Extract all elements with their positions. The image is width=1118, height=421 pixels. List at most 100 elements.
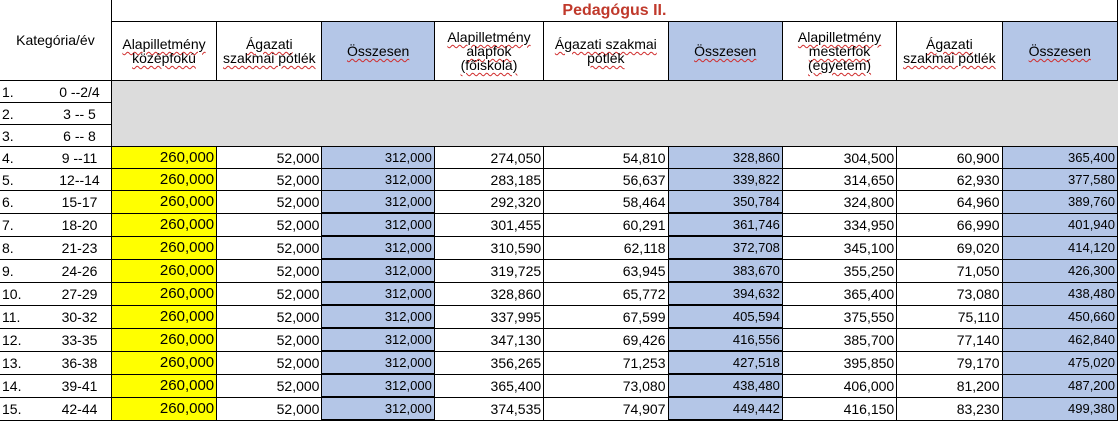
cell-alapilletmeny-mesterfok: 304,500 bbox=[781, 146, 898, 169]
cell-osszesen-1: 312,000 bbox=[321, 396, 435, 421]
cell-szakmai-potlek-2: 62,118 bbox=[543, 235, 669, 260]
cell-osszesen-1: 312,000 bbox=[321, 212, 435, 237]
cell-alapilletmeny-mesterfok: 345,100 bbox=[781, 235, 898, 260]
category-cell: 2. bbox=[0, 102, 49, 125]
table-row: 4. 9 --11 260,000 52,000 312,000 274,050 54,81… bbox=[0, 146, 1118, 169]
cell-alapilletmeny-alapfok: 356,265 bbox=[433, 350, 545, 375]
years-cell: 36-38 bbox=[48, 350, 112, 375]
cell-szakmai-potlek-1: 52,000 bbox=[216, 168, 323, 191]
cell-osszesen-2: 394,632 bbox=[667, 281, 783, 306]
cell-osszesen-3: 377,580 bbox=[1001, 168, 1118, 191]
cell-alapilletmeny-kozepfoku: 260,000 bbox=[110, 304, 218, 329]
header-osszesen-2: Összesen bbox=[667, 21, 783, 81]
cell-alapilletmeny-kozepfoku: 260,000 bbox=[110, 258, 218, 283]
header-szakmai-potlek-2: Ágazati szakmai pótlék bbox=[543, 21, 669, 81]
cell-osszesen-1: 312,000 bbox=[321, 146, 435, 169]
cell-szakmai-potlek-2: 73,080 bbox=[543, 373, 669, 398]
data-rows: 4. 9 --11 260,000 52,000 312,000 274,050 54,81… bbox=[0, 146, 1118, 421]
cell-szakmai-potlek-3: 83,230 bbox=[896, 396, 1003, 421]
cell-alapilletmeny-mesterfok: 334,950 bbox=[781, 212, 898, 237]
cell-alapilletmeny-kozepfoku: 260,000 bbox=[110, 190, 218, 214]
cell-osszesen-1: 312,000 bbox=[321, 168, 435, 191]
cell-szakmai-potlek-1: 52,000 bbox=[216, 281, 323, 306]
cell-osszesen-3: 426,300 bbox=[1001, 258, 1118, 283]
years-cell: 0 --2/4 bbox=[48, 80, 112, 103]
cell-osszesen-2: 438,480 bbox=[667, 373, 783, 398]
cell-szakmai-potlek-1: 52,000 bbox=[216, 212, 323, 237]
cell-alapilletmeny-mesterfok: 314,650 bbox=[781, 168, 898, 191]
years-cell: 12--14 bbox=[48, 168, 112, 191]
table-row: 1. 0 --2/4 bbox=[0, 80, 1118, 147]
cell-osszesen-1: 312,000 bbox=[321, 373, 435, 398]
cell-szakmai-potlek-3: 71,050 bbox=[896, 258, 1003, 283]
cell-alapilletmeny-alapfok: 374,535 bbox=[433, 396, 545, 421]
cell-szakmai-potlek-2: 69,426 bbox=[543, 327, 669, 352]
category-cell: 11. bbox=[0, 304, 49, 329]
cell-szakmai-potlek-1: 52,000 bbox=[216, 258, 323, 283]
years-cell: 6 -- 8 bbox=[48, 124, 112, 147]
cell-osszesen-2: 372,708 bbox=[667, 235, 783, 260]
cell-szakmai-potlek-1: 52,000 bbox=[216, 235, 323, 260]
table-row: 10. 27-29 260,000 52,000 312,000 328,860 65,77… bbox=[0, 281, 1118, 306]
cell-szakmai-potlek-2: 71,253 bbox=[543, 350, 669, 375]
cell-szakmai-potlek-3: 69,020 bbox=[896, 235, 1003, 260]
cell-alapilletmeny-alapfok: 319,725 bbox=[433, 258, 545, 283]
category-cell: 12. bbox=[0, 327, 49, 352]
table-row: 5. 12--14 260,000 52,000 312,000 283,185 56,63… bbox=[0, 168, 1118, 191]
cell-osszesen-3: 365,400 bbox=[1001, 146, 1118, 169]
cell-szakmai-potlek-2: 63,945 bbox=[543, 258, 669, 283]
table-row: 9. 24-26 260,000 52,000 312,000 319,725 63,945… bbox=[0, 258, 1118, 283]
cell-szakmai-potlek-1: 52,000 bbox=[216, 327, 323, 352]
years-cell: 27-29 bbox=[48, 281, 112, 306]
category-cell: 8. bbox=[0, 235, 49, 260]
cell-osszesen-2: 405,594 bbox=[667, 304, 783, 329]
cell-osszesen-2: 449,442 bbox=[667, 396, 783, 421]
cell-alapilletmeny-kozepfoku: 260,000 bbox=[110, 146, 218, 169]
cell-szakmai-potlek-2: 74,907 bbox=[543, 396, 669, 421]
cell-alapilletmeny-alapfok: 337,995 bbox=[433, 304, 545, 329]
cell-szakmai-potlek-2: 60,291 bbox=[543, 212, 669, 237]
cell-osszesen-3: 487,200 bbox=[1001, 373, 1118, 398]
cell-osszesen-1: 312,000 bbox=[321, 235, 435, 260]
empty-grey-block bbox=[111, 80, 1118, 147]
header-szakmai-potlek-3: Ágazati szakmai pótlék bbox=[896, 21, 1003, 81]
table-row: 8. 21-23 260,000 52,000 312,000 310,590 62,118… bbox=[0, 235, 1118, 260]
cell-szakmai-potlek-2: 65,772 bbox=[543, 281, 669, 306]
cell-osszesen-2: 427,518 bbox=[667, 350, 783, 375]
cell-osszesen-2: 361,746 bbox=[667, 212, 783, 237]
header-osszesen-3: Összesen bbox=[1001, 21, 1118, 81]
cell-alapilletmeny-mesterfok: 416,150 bbox=[781, 396, 898, 421]
cell-alapilletmeny-mesterfok: 395,850 bbox=[781, 350, 898, 375]
cell-szakmai-potlek-3: 60,900 bbox=[896, 146, 1003, 169]
table-row: 14. 39-41 260,000 52,000 312,000 365,400 73,08… bbox=[0, 373, 1118, 398]
cell-szakmai-potlek-2: 67,599 bbox=[543, 304, 669, 329]
cell-szakmai-potlek-3: 81,200 bbox=[896, 373, 1003, 398]
cell-alapilletmeny-kozepfoku: 260,000 bbox=[110, 235, 218, 260]
cell-szakmai-potlek-1: 52,000 bbox=[216, 373, 323, 398]
cell-alapilletmeny-alapfok: 301,455 bbox=[433, 212, 545, 237]
cell-alapilletmeny-mesterfok: 324,800 bbox=[781, 190, 898, 214]
cell-alapilletmeny-kozepfoku: 260,000 bbox=[110, 281, 218, 306]
category-cell: 5. bbox=[0, 168, 49, 191]
cell-osszesen-2: 339,822 bbox=[667, 168, 783, 191]
category-cell: 13. bbox=[0, 350, 49, 375]
cell-szakmai-potlek-2: 54,810 bbox=[543, 146, 669, 169]
cell-osszesen-1: 312,000 bbox=[321, 190, 435, 214]
cell-osszesen-2: 383,670 bbox=[667, 258, 783, 283]
cell-osszesen-3: 401,940 bbox=[1001, 212, 1118, 237]
cell-alapilletmeny-kozepfoku: 260,000 bbox=[110, 350, 218, 375]
years-cell: 18-20 bbox=[48, 212, 112, 237]
cell-alapilletmeny-kozepfoku: 260,000 bbox=[110, 396, 218, 421]
category-cell: 14. bbox=[0, 373, 49, 398]
page-title: Pedagógus II. bbox=[110, 0, 1118, 22]
table-row: 3. 6 -- 8 bbox=[0, 124, 1118, 147]
cell-alapilletmeny-alapfok: 347,130 bbox=[433, 327, 545, 352]
table-row: 11. 30-32 260,000 52,000 312,000 337,995 67,59… bbox=[0, 304, 1118, 329]
cell-osszesen-2: 350,784 bbox=[667, 190, 783, 214]
category-cell: 6. bbox=[0, 190, 49, 214]
cell-szakmai-potlek-3: 75,110 bbox=[896, 304, 1003, 329]
category-cell: 9. bbox=[0, 258, 49, 283]
years-cell: 21-23 bbox=[48, 235, 112, 260]
category-cell: 15. bbox=[0, 396, 49, 421]
